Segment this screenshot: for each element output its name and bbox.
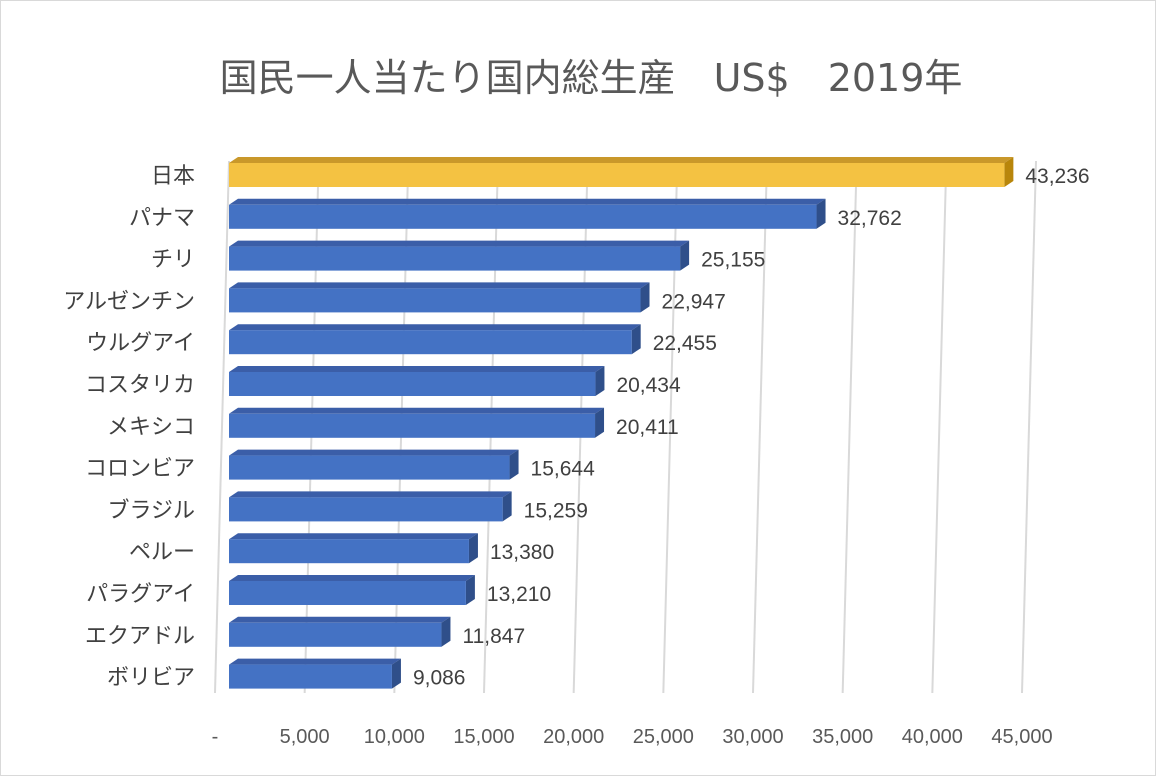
category-label: パナマ [129, 206, 195, 231]
bar-パナマ [229, 198, 826, 229]
bar-side-face [595, 407, 605, 438]
bar-front-face [229, 246, 681, 271]
category-label: ボリビア [107, 666, 195, 691]
category-label: コスタリカ [85, 373, 195, 398]
bar-front-face [229, 163, 1005, 187]
x-tick-label: 40,000 [902, 726, 963, 748]
category-label: エクアドル [85, 624, 195, 649]
bar-top-face [229, 533, 478, 540]
bar-front-face [229, 330, 632, 355]
bar-side-face [631, 324, 641, 355]
bar-パラグアイ [229, 575, 475, 605]
bar-side-face [1004, 157, 1014, 187]
x-tick-label: 20,000 [543, 726, 604, 748]
bar-front-face [229, 622, 442, 647]
bar-top-face [229, 157, 1014, 163]
value-label: 15,644 [531, 458, 596, 481]
category-label: パラグアイ [86, 582, 195, 607]
bar-ブラジル [229, 491, 512, 522]
x-tick-label: - [212, 726, 219, 748]
bar-top-face [229, 449, 519, 456]
bar-side-face [595, 366, 605, 396]
bar-side-face [391, 658, 401, 689]
bar-side-face [680, 240, 690, 271]
bar-top-face [229, 282, 650, 289]
gridline [1021, 160, 1037, 694]
x-tick-label: 5,000 [280, 726, 330, 748]
bar-top-face [229, 616, 451, 623]
x-tick-label: 30,000 [722, 726, 783, 748]
bar-ペルー [229, 533, 478, 564]
bar-front-face [229, 204, 817, 229]
value-label: 43,236 [1025, 165, 1089, 188]
bar-front-face [229, 664, 392, 689]
value-label: 20,434 [616, 374, 681, 397]
bar-top-face [229, 240, 690, 247]
bar-アルゼンチン [229, 282, 650, 313]
bar-side-face [465, 575, 475, 605]
x-tick-label: 25,000 [633, 726, 694, 748]
bar-top-face [229, 658, 401, 665]
x-tick-label: 15,000 [453, 726, 514, 748]
value-label: 25,155 [701, 249, 765, 272]
bar-front-face [229, 455, 510, 480]
x-tick-label: 35,000 [812, 726, 873, 748]
bar-top-face [229, 198, 826, 205]
bar-日本 [229, 157, 1014, 187]
gridline [214, 160, 230, 694]
bar-side-face [640, 282, 650, 313]
bar-side-face [441, 616, 451, 647]
gridline [752, 160, 768, 694]
bar-side-face [509, 449, 519, 480]
value-label: 11,847 [462, 625, 525, 648]
bar-top-face [229, 575, 475, 581]
bar-front-face [229, 288, 641, 313]
chart-title: 国民一人当たり国内総生産 US$ 2019年 [220, 56, 963, 100]
bar-front-face [229, 581, 466, 605]
bar-コロンビア [229, 449, 519, 480]
bars-layer [229, 157, 1014, 689]
x-tick-label: 45,000 [991, 726, 1052, 748]
bar-side-face [816, 198, 826, 229]
category-label: チリ [151, 248, 195, 273]
value-label: 9,086 [413, 667, 466, 690]
value-label: 15,259 [524, 499, 588, 522]
value-label: 22,947 [662, 290, 726, 313]
bar-side-face [468, 533, 478, 564]
category-label: ウルグアイ [86, 331, 195, 356]
bar-top-face [229, 407, 605, 414]
category-label: メキシコ [107, 415, 195, 440]
gridline [841, 160, 858, 694]
x-tick-label: 10,000 [364, 726, 425, 748]
value-label: 13,380 [490, 541, 554, 564]
category-label: ペルー [129, 540, 195, 565]
bar-メキシコ [229, 407, 605, 438]
bar-チリ [229, 240, 690, 271]
bar-front-face [229, 372, 596, 396]
x-axis-ticks: - 5,000 10,000 15,000 20,000 25,000 30,000 35,0… [212, 726, 1053, 748]
bar-front-face [229, 413, 596, 438]
bar-front-face [229, 497, 503, 522]
value-label: 22,455 [653, 332, 717, 355]
value-label: 13,210 [487, 583, 551, 606]
category-label: アルゼンチン [63, 289, 195, 314]
value-label: 32,762 [838, 207, 902, 230]
bar-top-face [229, 324, 641, 331]
category-label: コロンビア [85, 457, 195, 482]
bar-front-face [229, 539, 469, 564]
value-label: 20,411 [616, 416, 679, 439]
category-label: ブラジル [107, 498, 195, 523]
bar-ウルグアイ [229, 324, 641, 355]
gridline [931, 160, 948, 694]
bar-side-face [502, 491, 512, 522]
bar-top-face [229, 366, 605, 372]
bar-コスタリカ [229, 366, 605, 396]
bar-ボリビア [229, 658, 401, 689]
labels-layer: 日本 43,236 パナマ 32,762 チリ 25,155 アルゼンチン 22,947 ウルグ… [63, 164, 1089, 691]
bar-エクアドル [229, 616, 451, 647]
category-label: 日本 [151, 164, 195, 189]
bar-top-face [229, 491, 512, 498]
